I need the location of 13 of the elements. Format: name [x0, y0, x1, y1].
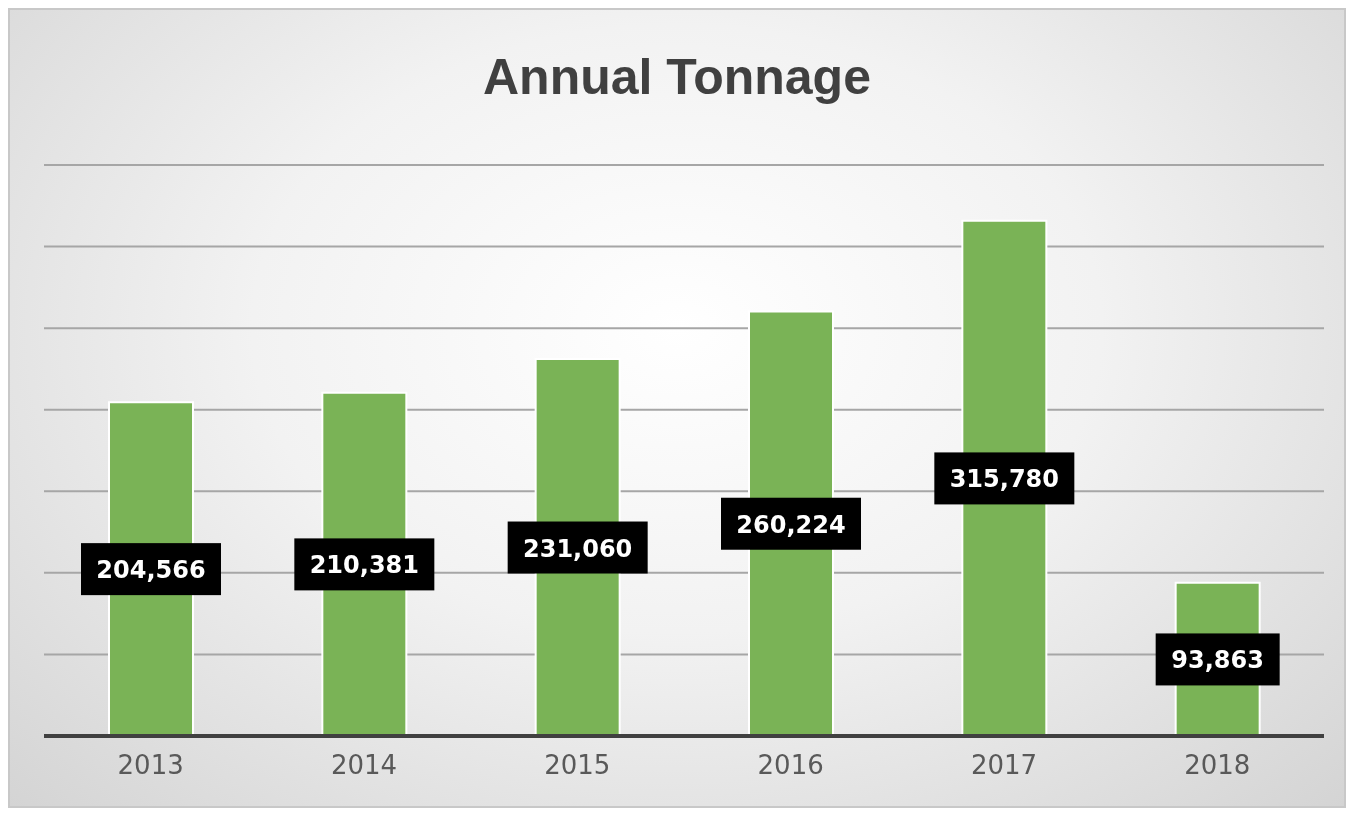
data-label: 315,780	[949, 465, 1059, 494]
data-label: 210,381	[309, 551, 419, 580]
data-label: 93,863	[1171, 646, 1264, 675]
x-tick-label: 2014	[330, 750, 398, 781]
data-label: 204,566	[96, 556, 206, 585]
chart-title: Annual Tonnage	[482, 48, 872, 106]
x-tick-label: 2016	[757, 750, 824, 781]
x-tick-label: 2018	[1184, 750, 1251, 781]
x-tick-label: 2015	[544, 750, 611, 781]
x-tick-label: 2013	[117, 750, 184, 781]
data-label: 231,060	[523, 534, 633, 563]
x-tick-label: 2017	[970, 750, 1038, 781]
data-label: 260,224	[736, 510, 846, 539]
